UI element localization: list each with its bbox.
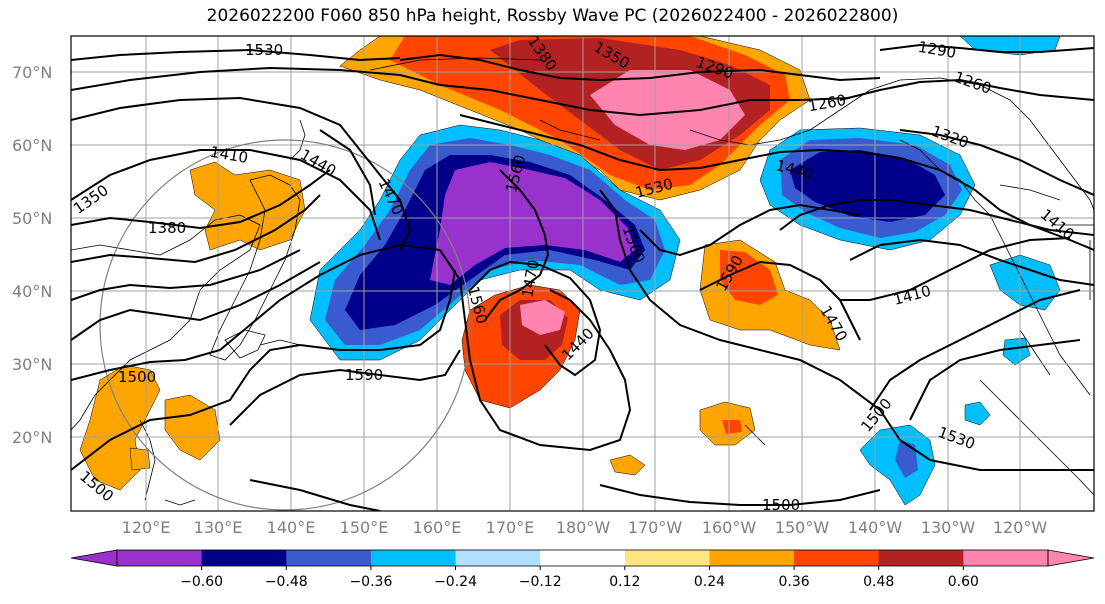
contour-label: 1380 <box>148 219 186 237</box>
lon-label: 150°W <box>775 518 830 537</box>
colorbar-tick-label: 0.48 <box>863 574 894 590</box>
lat-label: 70°N <box>12 63 52 82</box>
contour-label: 1530 <box>245 41 283 59</box>
colorbar-tick-label: 0.12 <box>609 574 640 590</box>
contour-label: 1500 <box>118 368 156 386</box>
lon-label: 180°W <box>556 518 611 537</box>
colorbar-segment <box>370 550 457 566</box>
contour-label: 1590 <box>345 366 383 384</box>
colorbar-tick-label: 0.36 <box>779 574 810 590</box>
lat-label: 40°N <box>12 282 52 301</box>
colorbar-outline <box>116 549 1049 567</box>
colorbar-segment <box>794 550 880 566</box>
positive-anomaly-central <box>461 284 581 409</box>
colorbar-segment <box>878 550 964 566</box>
colorbar-tick-label: 0.24 <box>694 574 725 590</box>
lon-label: 170°W <box>628 518 683 537</box>
colorbar-tick-label: −0.24 <box>434 574 477 590</box>
colorbar-tick-label: 0.60 <box>948 574 979 590</box>
latitude-labels: 70°N 60°N 50°N 40°N 30°N 20°N <box>12 63 52 447</box>
lat-label: 30°N <box>12 355 52 374</box>
colorbar-segment <box>624 550 710 566</box>
map-frame <box>70 35 1095 512</box>
colorbar-segment <box>117 550 203 566</box>
colorbar-segment <box>963 550 1049 566</box>
lon-label: 130°E <box>194 518 243 537</box>
lon-label: 120°E <box>122 518 171 537</box>
lat-label: 60°N <box>12 136 52 155</box>
longitude-labels: 120°E 130°E 140°E 150°E 160°E 170°E 180°… <box>122 518 1048 537</box>
lat-label: 20°N <box>12 428 52 447</box>
colorbar-segment <box>286 550 372 566</box>
lon-label: 150°E <box>340 518 389 537</box>
lon-label: 140°W <box>848 518 903 537</box>
small-anomalies-south <box>79 36 1061 506</box>
reference-circle <box>99 139 471 511</box>
lon-label: 120°W <box>993 518 1048 537</box>
positive-anomaly-north <box>339 36 811 201</box>
colorbar-ticks: −0.60 −0.48 −0.36 −0.24 −0.12 0.12 0.24 0.36 0.4… <box>180 566 979 590</box>
lat-label: 50°N <box>12 209 52 228</box>
colorbar-tick-label: −0.60 <box>180 574 223 590</box>
lon-label: 160°W <box>702 518 757 537</box>
colorbar-segment <box>201 550 287 566</box>
contour-label: 1500 <box>762 496 800 514</box>
colorbar-segment <box>709 550 795 566</box>
height-contours <box>71 43 1094 511</box>
lon-label: 130°W <box>921 518 976 537</box>
colorbar-tick-label: −0.12 <box>519 574 562 590</box>
colorbar-segment <box>455 550 541 566</box>
map-title: 2026022200 F060 850 hPa height, Rossby W… <box>206 6 899 26</box>
colorbar: −0.60 −0.48 −0.36 −0.24 −0.12 0.12 0.24 0.36 0.4… <box>70 549 1095 590</box>
colorbar-segments <box>70 549 1095 567</box>
map-layers: 1530 1380 1350 1290 1260 1260 1290 1320 … <box>71 36 1094 514</box>
colorbar-tick-label: −0.48 <box>265 574 308 590</box>
colorbar-segment <box>540 550 626 566</box>
lon-label: 160°E <box>413 518 462 537</box>
lon-label: 170°E <box>486 518 535 537</box>
colorbar-extend-right <box>1047 549 1095 567</box>
colorbar-extend-left <box>70 549 118 567</box>
lon-label: 140°E <box>267 518 316 537</box>
colorbar-tick-label: −0.36 <box>349 574 392 590</box>
